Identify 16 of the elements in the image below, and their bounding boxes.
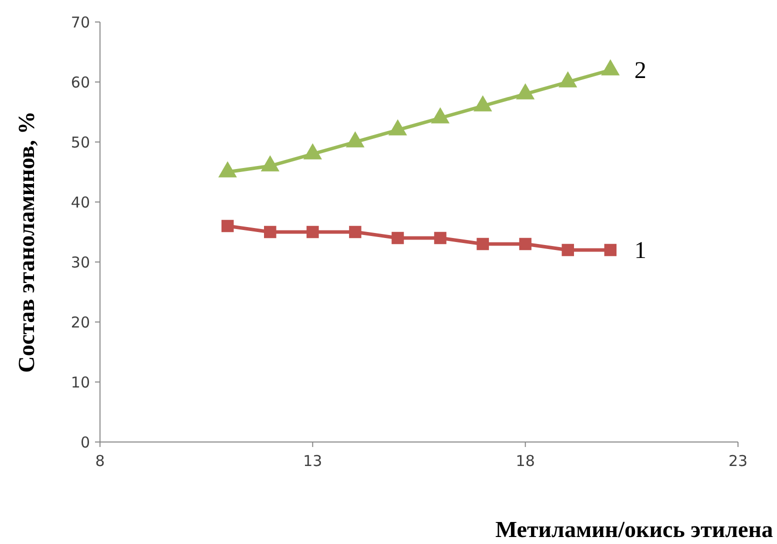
y-tick-label: 20 <box>70 313 90 332</box>
y-tick-label: 40 <box>70 193 90 212</box>
y-axis-title: Состав этаноламинов, % <box>14 111 39 373</box>
y-tick-label: 70 <box>70 13 90 32</box>
series-label: 2 <box>634 58 646 84</box>
y-tick-label: 60 <box>70 73 90 92</box>
x-tick-label: 23 <box>728 452 748 470</box>
x-axis-title: Метиламин/окись этилена <box>495 517 774 542</box>
x-tick-label: 8 <box>95 452 105 470</box>
x-tick-label: 13 <box>303 452 322 470</box>
y-tick-label: 50 <box>70 133 90 152</box>
x-tick-label: 18 <box>516 452 535 470</box>
y-tick-label: 10 <box>70 373 90 392</box>
y-tick-label: 0 <box>80 433 90 452</box>
y-tick-label: 30 <box>70 253 90 272</box>
series-label: 1 <box>634 238 646 264</box>
